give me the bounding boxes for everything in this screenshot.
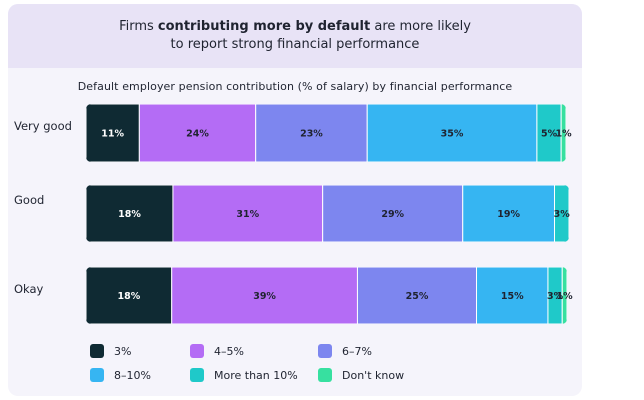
data-label-good-6-7: 29% [381,209,404,220]
chart-header: Firms contributing more by default are m… [8,4,582,68]
legend-label: 6–7% [342,344,372,358]
bar-row-very-good [86,104,566,162]
legend-item-6-7: 6–7% [318,344,372,358]
header-line-1-pre: Firms [119,19,158,34]
bar-segment-okay-6-7 [356,267,478,324]
legend-swatch [318,344,332,358]
legend-item-8-10: 8–10% [90,368,151,382]
legend-item-4-5: 4–5% [190,344,244,358]
bar-row-good [86,185,569,242]
bar-segment-good-8-10 [462,185,556,242]
bar-segment-very-good-don-t-know [560,104,566,162]
legend-swatch [190,368,204,382]
row-label-good: Good [14,193,45,207]
data-label-good-8-10: 19% [497,209,520,220]
bar-segment-okay-don-t-know [561,267,567,324]
legend-swatch [190,344,204,358]
row-label-very-good: Very good [14,119,72,133]
legend-swatch [90,344,104,358]
chart-title: Default employer pension contribution (%… [77,80,513,93]
bar-row-okay [86,267,567,324]
data-label-okay-4-5: 39% [253,291,276,302]
header-line-1: Firms contributing more by default are m… [119,18,471,36]
bar-segment-very-good-8-10 [366,104,538,162]
data-label-very-good-8-10: 35% [441,129,464,140]
legend-item-don-t-know: Don't know [318,368,404,382]
bar-segment-good-4-5 [172,185,324,242]
bar-segment-good-6-7 [322,185,464,242]
legend-label: 3% [114,344,132,358]
data-label-very-good-3: 11% [101,129,124,140]
legend-label: Don't know [342,368,405,382]
data-label-good-4-5: 31% [236,209,259,220]
data-label-okay-3: 18% [117,291,140,302]
header-line-2: to report strong financial performance [170,37,420,52]
legend-item-3: 3% [90,344,131,358]
data-label-okay-don-t-know: 1% [557,291,574,302]
data-label-very-good-more-than-10: 5% [541,129,558,140]
bar-segment-good-more-than-10 [554,185,569,242]
data-label-very-good-6-7: 23% [300,129,323,140]
legend-swatch [90,368,104,382]
data-label-very-good-4-5: 24% [186,129,209,140]
legend-label: 4–5% [214,344,244,358]
data-label-very-good-don-t-know: 1% [556,129,573,140]
bar-segment-very-good-more-than-10 [536,104,562,162]
legend-swatch [318,368,332,382]
data-label-good-3: 18% [118,209,141,220]
data-label-okay-6-7: 25% [406,291,429,302]
data-label-okay-more-than-10: 3% [547,291,564,302]
row-label-okay: Okay [14,282,44,296]
header-line-1-bold: contributing more by default [157,19,371,34]
bar-segment-okay-3 [86,267,173,324]
data-label-good-more-than-10: 3% [554,209,571,220]
legend-item-more-than-10: More than 10% [190,368,298,382]
data-label-okay-8-10: 15% [501,291,524,302]
legend-label: More than 10% [214,368,298,382]
header-line-1-post: are more likely [370,19,471,34]
bar-segment-very-good-4-5 [138,104,257,162]
legend-label: 8–10% [114,368,151,382]
bar-segment-okay-4-5 [171,267,358,324]
